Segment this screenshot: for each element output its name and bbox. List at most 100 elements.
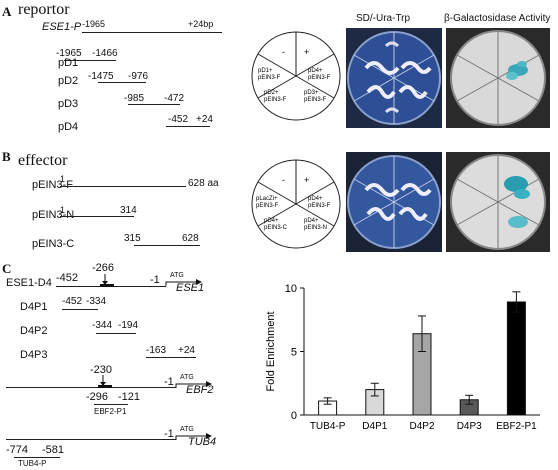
y-axis-label: Fold Enrichment [265, 311, 277, 391]
x-tick-label: D4P2 [409, 421, 434, 432]
panel-a-sd-plate-photo [346, 28, 442, 128]
ese1-down-arrow-icon [102, 274, 108, 285]
ese1-p-label: ESE1-P [42, 21, 82, 33]
ebf2-probe-end: -121 [118, 391, 141, 403]
d4p2-label: D4P2 [20, 325, 48, 337]
plate-a-plus: + [304, 47, 309, 57]
ese1-binding-box [100, 284, 114, 287]
pein3-c-end: 628 [182, 233, 199, 244]
ebf2-end: -1 [164, 376, 174, 388]
plate-b-sector-2: pD4+ pEIN3-F [308, 196, 331, 209]
d4p3-start: -163 [146, 345, 167, 356]
ese1-d4-label: ESE1-D4 [6, 277, 52, 289]
pd2-label: pD2 [58, 75, 79, 87]
header-beta-gal: β-Galactosidase Activity [444, 13, 551, 24]
pein3-n-end: 314 [120, 205, 137, 216]
pd3-start: -985 [124, 93, 145, 104]
panel-b-gal-plate-photo [446, 152, 550, 252]
pd3-end: -472 [164, 93, 185, 104]
pd2-line [98, 82, 146, 83]
ese1-p-end: +24bp [188, 19, 214, 29]
x-tick-label: D4P1 [362, 421, 387, 432]
pein3-c-start: 315 [124, 233, 141, 244]
y-tick-label: 0 [291, 410, 297, 422]
tub4-probe-end: -581 [42, 444, 65, 456]
ese1-atg: ATG [170, 272, 184, 279]
tub4-end: -1 [164, 428, 174, 440]
pein3-n-start: 1 [60, 205, 66, 215]
d4p2-line [96, 333, 136, 334]
d4p1-start: -452 [62, 296, 83, 307]
ese1-d4-start: -452 [56, 272, 79, 284]
fold-enrichment-chart: 0 5 10 Fold Enrichment TUB4-P D4P1 D4P2 D4P3 EBF… [265, 283, 540, 432]
pd4-line [166, 126, 210, 127]
panel-b-sd-plate-photo [346, 152, 442, 252]
plate-b-minus: - [282, 175, 285, 185]
d4p3-end: +24 [178, 345, 195, 356]
d4p1-end: -334 [86, 296, 107, 307]
pd1-label: pD1 [58, 57, 79, 69]
pein3-c-label: pEIN3-C [32, 238, 75, 250]
d4p3-label: D4P3 [20, 349, 48, 361]
ebf2-box-label: -230 [90, 364, 113, 376]
pd3-line [128, 104, 180, 105]
ebf2-probe-start: -296 [86, 391, 109, 403]
tub4-gene: TUB4 [188, 436, 217, 448]
pd1-end: -1466 [92, 48, 118, 59]
pd4-label: pD4 [58, 121, 79, 133]
plate-b-plus: + [304, 175, 309, 185]
tub4-atg: ATG [180, 426, 194, 433]
plate-a-sector-2: pD4+ pEIN3-F [308, 68, 331, 81]
pein3-n-label: pEIN3-N [32, 209, 75, 221]
d4p1-line [62, 309, 98, 310]
plate-a-sector-3: pD2+ pEIN3-F [264, 90, 287, 103]
tub4-probe-start: -774 [6, 444, 29, 456]
header-sd-ura-trp: SD/-Ura-Trp [356, 13, 411, 24]
ebf2-gene: EBF2 [186, 384, 214, 396]
pein3-f-end: 628 aa [188, 178, 219, 189]
pd2-end: -976 [128, 71, 149, 82]
pd1-line [64, 60, 116, 61]
panel-b-plate-diagram: - + pLacZi+ pEIN3-F pD4+ pEIN3-F pD4+ pEIN3… [251, 159, 341, 249]
tub4-tss-arrow-icon [175, 433, 212, 440]
ese1-p-start: -1965 [82, 19, 106, 29]
tub4-promoter-line [6, 439, 176, 440]
pein3-c-line [134, 245, 200, 246]
pein3-f-start: 1 [60, 174, 66, 184]
ese1-p-line [82, 32, 222, 33]
x-tick-label: TUB4-P [310, 421, 346, 432]
ebf2-promoter-line [6, 387, 176, 388]
d4p2-start: -344 [92, 320, 113, 331]
plate-a-minus: - [282, 47, 285, 57]
plate-a-sector-4: pD3+ pEIN3-F [304, 90, 327, 103]
pein3-n-line [60, 216, 134, 217]
pd3-label: pD3 [58, 98, 79, 110]
ebf2-tss-arrow-icon [175, 381, 212, 388]
pd4-end: +24 [196, 114, 213, 125]
ebf2-probe-name: EBF2-P1 [94, 407, 127, 416]
pd4-start: -452 [168, 114, 189, 125]
panel-a-plate-diagram: - + pD1+ pEIN3-F pD4+ pEIN3-F pD2+ pEIN3-F … [251, 31, 341, 121]
panel-c-letter: C [2, 261, 12, 276]
y-tick-label: 10 [285, 283, 297, 295]
ese1-tss-arrow-icon [165, 279, 202, 286]
ese1-box-label: -266 [92, 262, 115, 274]
ese1-end: -1 [150, 274, 160, 286]
plate-b-sector-4: pD4+ pEIN3-N [304, 218, 327, 231]
plate-b-sector-1: pLacZi+ pEIN3-F [256, 196, 279, 209]
panel-a-gal-plate-photo [446, 28, 550, 128]
panel-b-letter: B [2, 149, 11, 164]
d4p2-end: -194 [118, 320, 139, 331]
pd2-start: -1475 [88, 71, 114, 82]
ese1-gene: ESE1 [176, 282, 205, 294]
panel-b-title: effector [18, 152, 68, 169]
panel-a-title: reportor [18, 1, 70, 18]
tub4-probe-name: TUB4-P [18, 459, 47, 468]
d4p3-line [146, 357, 196, 358]
plate-b-sector-3: pD4+ pEIN3-C [264, 218, 288, 231]
bar [506, 301, 526, 416]
pein3-f-line [60, 186, 186, 187]
ebf2-atg: ATG [180, 374, 194, 381]
pein3-f-label: pEIN3-F [32, 179, 73, 191]
y-tick-label: 5 [291, 347, 297, 359]
